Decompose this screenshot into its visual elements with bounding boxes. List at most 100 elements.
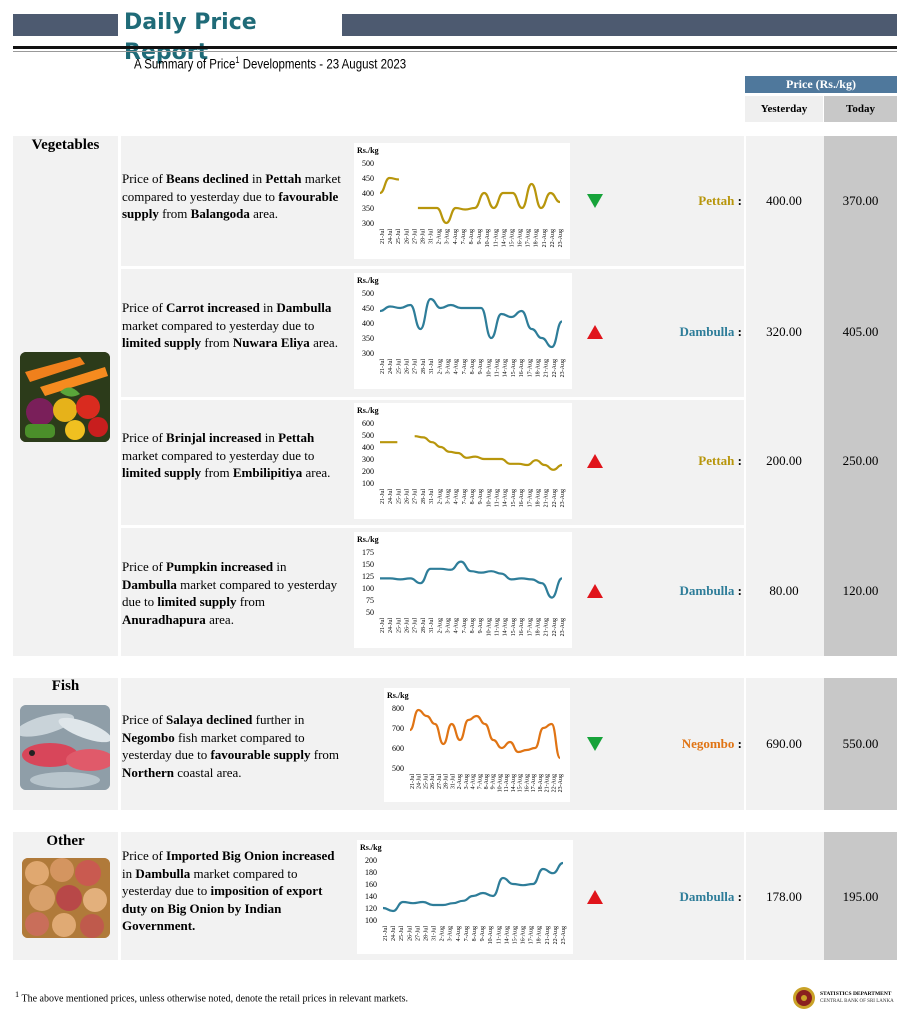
x-tick-label: 23-Aug bbox=[558, 774, 564, 792]
x-tick-label: 17-Aug bbox=[529, 926, 535, 944]
y-tick-label: 500 bbox=[362, 159, 374, 168]
x-tick-label: 25-Jul bbox=[423, 774, 429, 789]
price-line bbox=[417, 182, 561, 225]
x-tick-label: 3-Aug bbox=[448, 926, 454, 941]
x-tick-label: 8-Aug bbox=[470, 618, 476, 633]
description-segment: limited supply bbox=[122, 335, 202, 350]
onion-illustration bbox=[22, 858, 110, 938]
y-tick-label: 600 bbox=[362, 419, 374, 428]
x-tick-label: 14-Aug bbox=[504, 926, 510, 944]
description-segment: Imported Big Onion increased bbox=[166, 848, 335, 863]
today-column bbox=[824, 136, 897, 656]
category-other: Other bbox=[46, 833, 85, 849]
x-tick-label: 15-Aug bbox=[512, 926, 518, 944]
x-tick-label: 16-Aug bbox=[524, 774, 530, 792]
subtitle-prefix: A Summary of Price bbox=[134, 55, 236, 72]
x-tick-label: 21-Jul bbox=[380, 229, 386, 244]
x-tick-label: 26-Jul bbox=[405, 489, 411, 504]
market-colon: : bbox=[734, 889, 742, 904]
y-tick-label: 500 bbox=[362, 289, 374, 298]
y-axis-unit: Rs./kg bbox=[357, 146, 379, 155]
x-tick-label: 22-Aug bbox=[551, 774, 557, 792]
x-tick-label: 21-Jul bbox=[380, 618, 386, 633]
x-tick-label: 28-Jul bbox=[420, 229, 426, 244]
price-today: 250.00 bbox=[824, 453, 897, 469]
x-tick-label: 21-Aug bbox=[545, 774, 551, 792]
x-tick-label: 10-Aug bbox=[486, 489, 492, 507]
cbsl-logo: STATISTICS DEPARTMENT CENTRAL BANK OF SR… bbox=[790, 986, 905, 1010]
x-tick-label: 22-Aug bbox=[553, 926, 559, 944]
chart-svg: Rs./kg 500 600 700 800 21-Jul 24-Jul 25-Jul 26-J… bbox=[387, 691, 564, 792]
description-segment: Pettah bbox=[265, 171, 302, 186]
description-segment: Balangoda bbox=[190, 206, 250, 221]
x-tick-label: 24-Jul bbox=[388, 229, 394, 244]
y-tick-label: 200 bbox=[365, 856, 377, 865]
x-tick-label: 4-Aug bbox=[471, 774, 477, 789]
yesterday-header: Yesterday bbox=[745, 96, 823, 122]
description-segment: area. bbox=[302, 465, 331, 480]
x-tick-label: 31-Jul bbox=[429, 359, 435, 374]
x-tick-label: 18-Aug bbox=[538, 774, 544, 792]
y-tick-label: 100 bbox=[365, 916, 377, 925]
x-tick-label: 11-Aug bbox=[495, 359, 501, 377]
price-today: 120.00 bbox=[824, 583, 897, 599]
x-tick-label: 14-Aug bbox=[503, 359, 509, 377]
description-segment: in bbox=[259, 300, 277, 315]
price-trend-chart: Rs./kg 300 350 400 450 500 21-Jul 24-Jul 25-Jul 2… bbox=[354, 273, 572, 389]
y-tick-label: 400 bbox=[362, 443, 374, 452]
price-header: Price (Rs./kg) bbox=[745, 76, 897, 93]
x-tick-label: 18-Aug bbox=[535, 618, 541, 636]
price-line bbox=[382, 861, 564, 913]
chart-svg: Rs./kg 100 120 140 160 180 200 21-Jul 24-Jul 25-J… bbox=[360, 843, 567, 944]
y-tick-label: 200 bbox=[362, 467, 374, 476]
y-tick-label: 120 bbox=[365, 904, 377, 913]
x-tick-label: 24-Jul bbox=[388, 359, 394, 374]
market-name: Dambulla bbox=[679, 324, 735, 339]
description-segment: Embilipitiya bbox=[232, 465, 303, 480]
price-today: 550.00 bbox=[824, 736, 897, 752]
y-tick-label: 300 bbox=[362, 349, 374, 358]
x-tick-label: 14-Aug bbox=[503, 618, 509, 636]
col-separator bbox=[744, 832, 746, 960]
y-tick-label: 180 bbox=[365, 868, 377, 877]
price-line bbox=[379, 176, 399, 195]
description-segment: Price of bbox=[122, 848, 167, 863]
x-tick-label: 26-Jul bbox=[430, 774, 436, 789]
y-tick-label: 500 bbox=[392, 764, 404, 773]
logo-line-2: CENTRAL BANK OF SRI LANKA bbox=[820, 999, 894, 1004]
y-tick-label: 600 bbox=[392, 744, 404, 753]
price-yesterday: 200.00 bbox=[766, 453, 802, 468]
arrow-down-icon bbox=[587, 194, 603, 208]
y-tick-label: 160 bbox=[365, 880, 377, 889]
x-tick-label: 8-Aug bbox=[469, 229, 475, 244]
x-tick-label: 2-Aug bbox=[437, 229, 443, 244]
x-tick-label: 16-Aug bbox=[521, 926, 527, 944]
x-tick-label: 7-Aug bbox=[464, 926, 470, 941]
col-separator bbox=[118, 832, 121, 960]
description-segment: Negombo bbox=[122, 729, 175, 745]
report-date: 23 August 2023 bbox=[326, 55, 407, 72]
x-tick-label: 22-Aug bbox=[552, 618, 558, 636]
x-tick-label: 21-Aug bbox=[542, 229, 548, 247]
x-tick-label: 16-Aug bbox=[519, 618, 525, 636]
col-separator bbox=[744, 136, 746, 656]
market-colon: : bbox=[734, 193, 742, 208]
x-tick-label: 18-Aug bbox=[534, 229, 540, 247]
x-tick-label: 25-Jul bbox=[396, 489, 402, 504]
description-segment: Nuwara Eliya bbox=[232, 335, 310, 350]
description-segment: Price of bbox=[122, 712, 167, 727]
page-title: Daily Price Report bbox=[120, 8, 342, 65]
x-tick-label: 8-Aug bbox=[472, 926, 478, 941]
price-yesterday: 178.00 bbox=[766, 889, 802, 904]
x-tick-label: 15-Aug bbox=[509, 229, 515, 247]
x-tick-label: 24-Jul bbox=[417, 774, 423, 789]
x-tick-label: 17-Aug bbox=[527, 489, 533, 507]
description-segment: limited supply bbox=[122, 465, 202, 480]
market-colon: : bbox=[734, 736, 742, 751]
x-tick-label: 9-Aug bbox=[478, 359, 484, 374]
x-tick-label: 3-Aug bbox=[445, 618, 451, 633]
x-tick-label: 28-Jul bbox=[421, 359, 427, 374]
footnote: 1 The above mentioned prices, unless oth… bbox=[15, 990, 408, 1004]
description-segment: Brinjal increased bbox=[166, 430, 262, 445]
description-segment: Dambulla bbox=[122, 576, 177, 592]
